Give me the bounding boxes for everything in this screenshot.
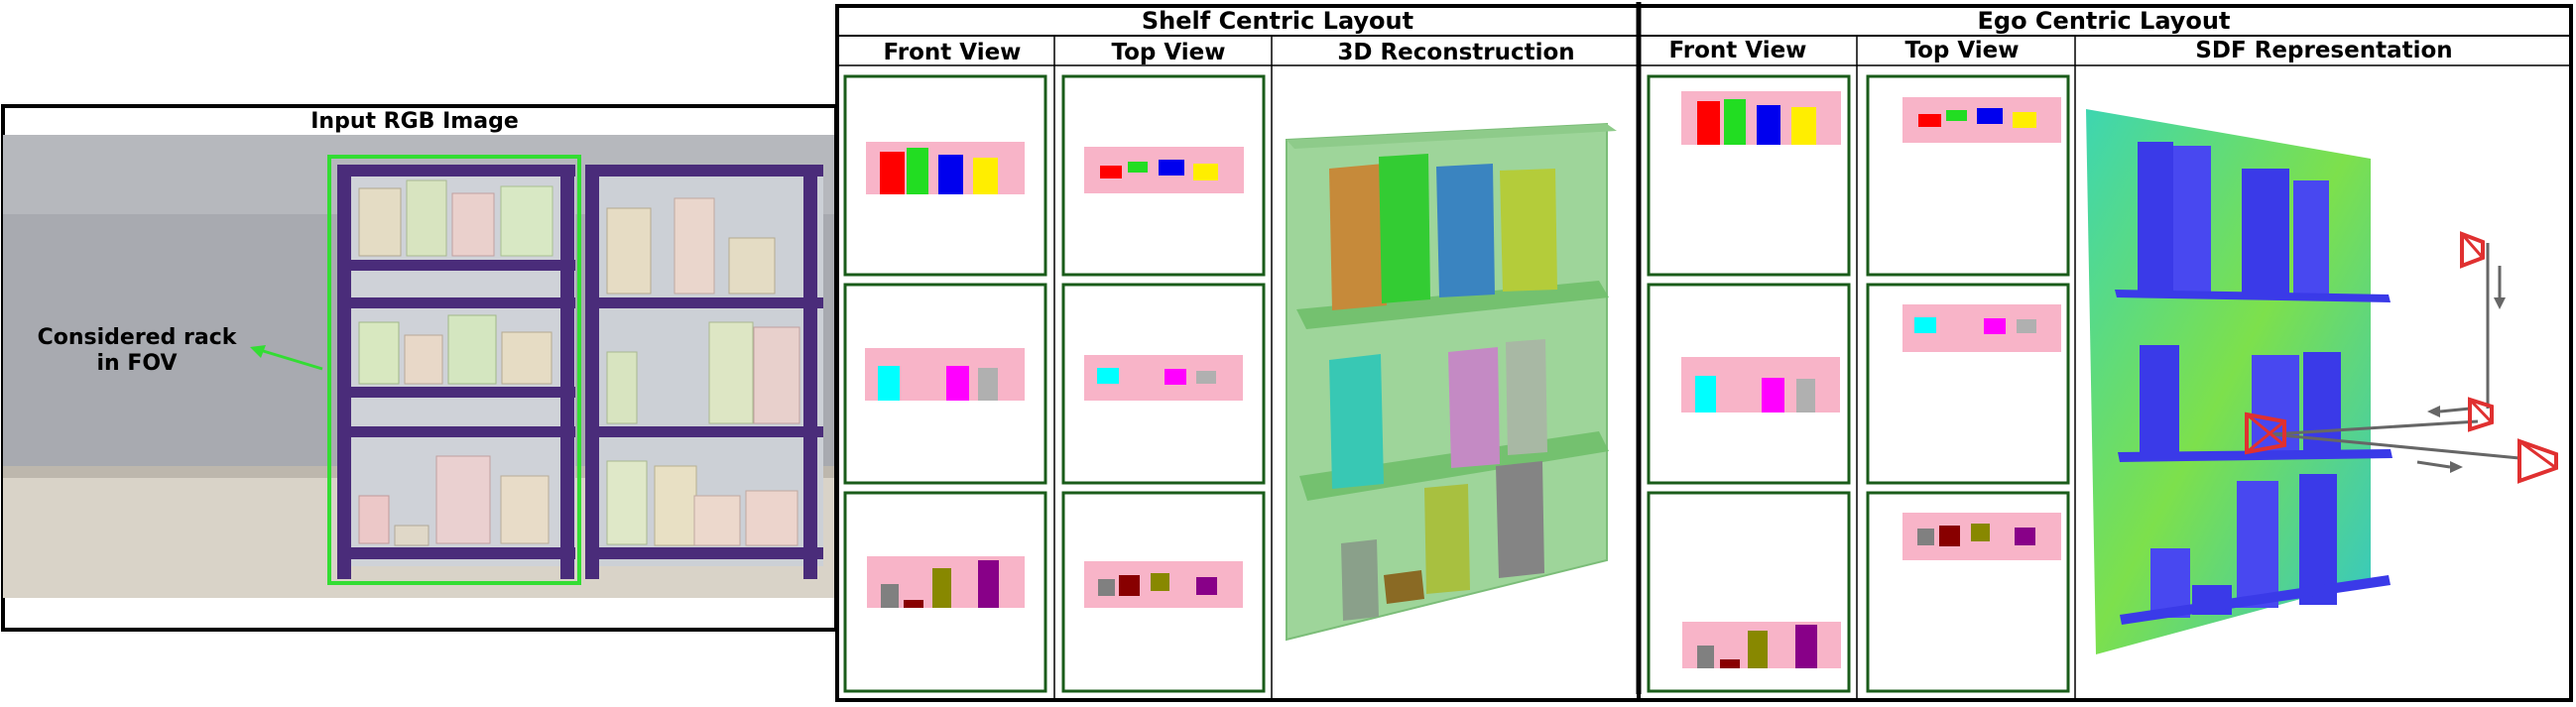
ego-sdf-header: SDF Representation [2195,38,2452,63]
arrow-icon [250,345,323,371]
shelf-3d-reconstruction [1286,122,1617,642]
camera-icon [2517,438,2558,484]
shelf-front-view [843,74,1047,693]
shelf-centric-section: Shelf Centric Layout Front View Top View… [835,4,1641,702]
input-panel-title: Input RGB Image [310,109,518,134]
fov-annotation-line1: Considered rack [38,325,238,350]
camera-icon [2468,397,2494,432]
shelf-top-view-header: Top View [1111,40,1225,65]
ego-front-view [1647,74,1851,693]
input-rgb-panel: Input RGB Image [1,104,838,632]
ego-centric-section: Ego Centric Layout Front View Top View S… [1636,2,2573,702]
rack-right [585,165,823,579]
ego-sdf-representation [2086,109,2558,654]
shelf-centric-title: Shelf Centric Layout [1142,7,1413,35]
fov-annotation-line2: in FOV [96,351,177,376]
ego-top-view [1866,74,2070,693]
ego-centric-title: Ego Centric Layout [1978,7,2231,35]
shelf-top-view [1061,74,1266,693]
rgb-photo [3,135,834,598]
ego-front-view-header: Front View [1669,38,1807,63]
rack-in-fov [337,165,575,579]
camera-icon [2460,231,2485,269]
shelf-recon-header: 3D Reconstruction [1337,40,1574,65]
camera-icon [2245,412,2286,455]
shelf-front-view-header: Front View [884,40,1022,65]
ego-top-view-header: Top View [1904,38,2019,63]
fov-bounding-box [327,155,581,585]
